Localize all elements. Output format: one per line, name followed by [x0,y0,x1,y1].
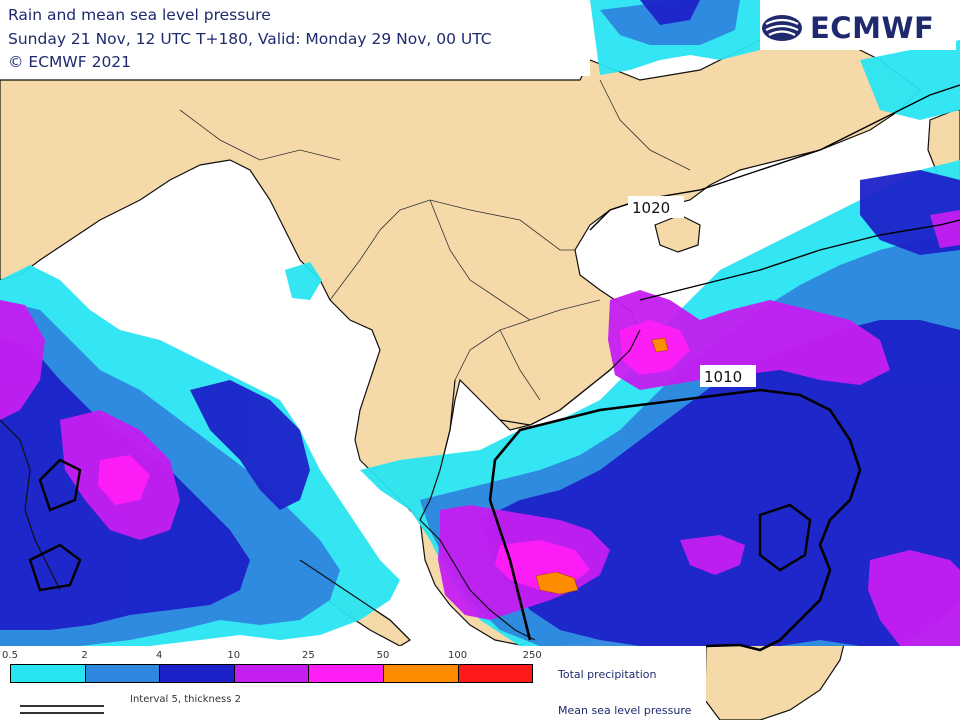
ecmwf-logo: ECMWF [760,6,956,50]
legend-isobar-sample-thin [20,705,104,707]
legend-tick-10: 10 [227,650,241,661]
legend-tick-50: 50 [376,650,390,661]
legend-tick-250: 250 [522,650,542,661]
legend-swatch-25-50 [308,664,384,683]
map-subtitle: Sunday 21 Nov, 12 UTC T+180, Valid: Mond… [8,30,492,48]
coastlines [0,329,641,641]
legend-tick-4: 4 [156,650,163,661]
precip-extreme [535,337,669,595]
legend-total-precip-label: Total precipitation [558,668,657,681]
map-title: Rain and mean sea level pressure [8,6,271,24]
legend-swatch-50-100 [383,664,459,683]
isobar-label-1020: 1020 [632,199,670,217]
title-block: Rain and mean sea level pressure Sunday … [0,0,590,76]
legend-tick-2: 2 [81,650,88,661]
country-borders [179,79,691,401]
isobar-label-1010: 1010 [704,368,742,386]
legend-swatch-0.5-2 [10,664,86,683]
legend-isobar-sample-thick [20,712,104,714]
isobars [28,84,960,652]
legend-swatch-4-10 [159,664,235,683]
legend-tick-25: 25 [302,650,315,661]
precip-very-heavy [0,210,960,646]
legend-mslp-label: Mean sea level pressure [558,704,692,717]
legend-tick-100: 100 [448,650,468,661]
land-india-china [0,29,921,522]
ecmwf-emblem-icon [762,15,802,41]
legend-tick-0.5: 0.5 [2,650,18,661]
legend-swatch-2-4 [84,664,161,683]
isobar-1010 [488,388,862,652]
legend-interval-note: Interval 5, thickness 2 [130,694,241,705]
legend-swatch-10-25 [233,664,310,683]
isobar-1020 [589,84,960,231]
legend: Interval 5, thickness 2 Total precipitat… [0,646,706,720]
logo-text: ECMWF [810,11,935,45]
copyright-text: © ECMWF 2021 [8,53,132,71]
isobar-labels: 1020 1010 [628,196,756,387]
legend-swatch-100-250 [457,664,534,683]
